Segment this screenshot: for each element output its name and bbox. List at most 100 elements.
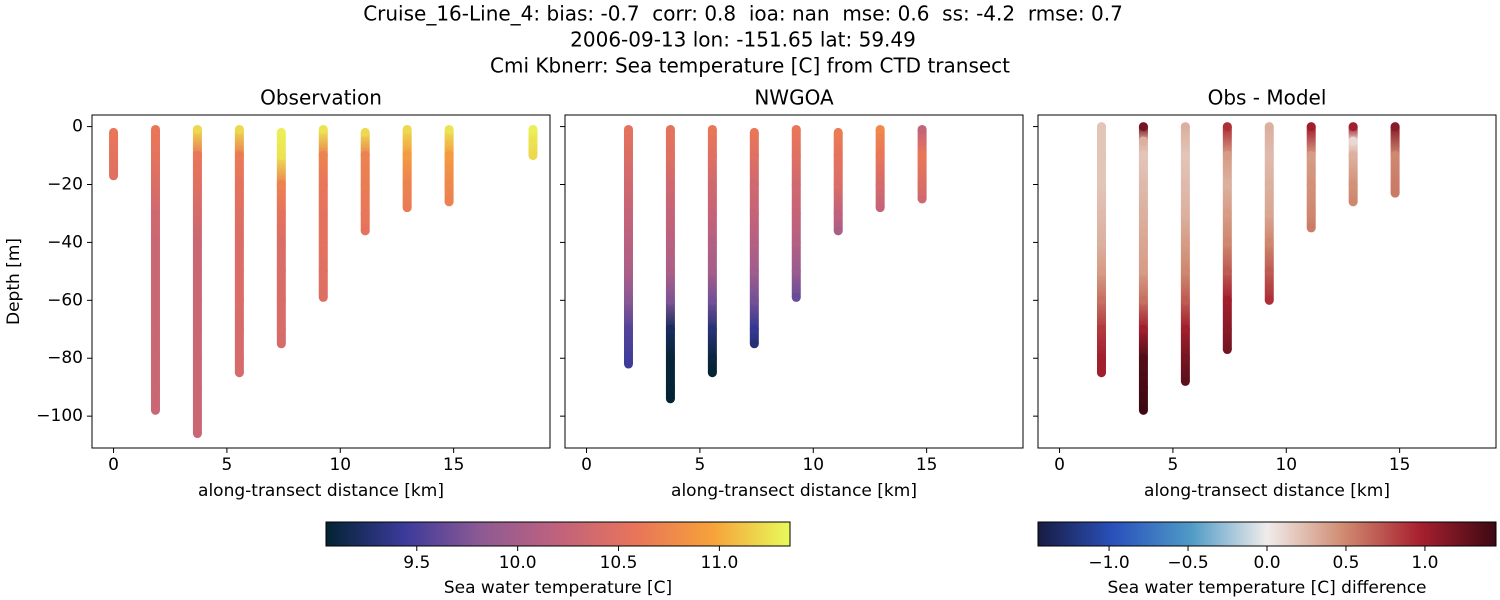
colorbar-label: Sea water temperature [C] difference [1107,578,1426,598]
point [192,266,202,276]
point [1096,208,1106,218]
point [402,203,412,213]
point [528,136,538,146]
point [1222,179,1232,189]
x-tick-label: 5 [1167,455,1178,475]
point [318,151,328,161]
point [1096,353,1106,363]
point [1306,122,1316,132]
point [276,339,286,349]
x-tick-label: 0 [1054,455,1065,475]
colorbar-tick-label: 10.5 [600,553,638,573]
point [276,237,286,247]
point [1096,266,1106,276]
x-tick-label: 0 [581,455,592,475]
point [1180,353,1190,363]
point [360,151,370,161]
colorbar-tick-label: 11.0 [700,553,738,573]
point [360,226,370,236]
point [1138,295,1148,305]
point [1222,324,1232,334]
point [1096,368,1106,378]
y-axis-label: Depth [m] [4,238,24,325]
point [150,324,160,334]
colorbar-tick-label: 0.5 [1332,553,1359,573]
point [833,151,843,161]
point [1138,266,1148,276]
point [234,237,244,247]
point [1390,151,1400,161]
point [109,151,119,161]
point [1180,266,1190,276]
point [192,237,202,247]
point [360,208,370,218]
point [665,266,675,276]
point [150,295,160,305]
y-tick-label: 0 [72,117,83,137]
x-tick-label: 5 [221,455,232,475]
point [1222,295,1232,305]
point [318,179,328,189]
x-tick-label: 15 [443,455,465,475]
point [1222,151,1232,161]
point [444,197,454,207]
point [1096,122,1106,132]
point [623,179,633,189]
point [1180,208,1190,218]
point [402,151,412,161]
point [1222,345,1232,355]
point [833,179,843,189]
point [1390,188,1400,198]
point [150,151,160,161]
point [1180,376,1190,386]
point [1264,237,1274,247]
point [749,127,759,137]
x-tick-label: 0 [108,455,119,475]
point [276,179,286,189]
point [276,208,286,218]
point [833,127,843,137]
point [528,124,538,134]
point [192,179,202,189]
point [1348,197,1358,207]
point [665,394,675,404]
colorbar-tick-label: 1.0 [1411,553,1438,573]
point [1222,208,1232,218]
point [150,237,160,247]
point [665,324,675,334]
point [1096,179,1106,189]
point [1138,179,1148,189]
point [623,208,633,218]
point [1264,266,1274,276]
point [402,179,412,189]
point [623,124,633,134]
point [318,237,328,247]
point [1264,122,1274,132]
point [791,151,801,161]
point [1264,179,1274,189]
point [749,324,759,334]
point [1096,237,1106,247]
panel-title: NWGOA [754,86,834,110]
point [875,124,885,134]
colorbar [1037,521,1497,547]
point [1180,324,1190,334]
point [1390,122,1400,132]
x-axis-label: along-transect distance [km] [1144,481,1390,501]
point [749,151,759,161]
y-tick-label: −100 [36,406,83,426]
point [1180,295,1190,305]
point [528,151,538,161]
y-tick-label: −20 [47,174,83,194]
colorbar-tick-label: −1.0 [1088,553,1129,573]
point [1306,223,1316,233]
point [1096,324,1106,334]
point [318,208,328,218]
point [234,368,244,378]
point [1306,208,1316,218]
point [318,292,328,302]
x-tick-label: 15 [916,455,938,475]
point [707,208,717,218]
point [623,237,633,247]
point [791,208,801,218]
